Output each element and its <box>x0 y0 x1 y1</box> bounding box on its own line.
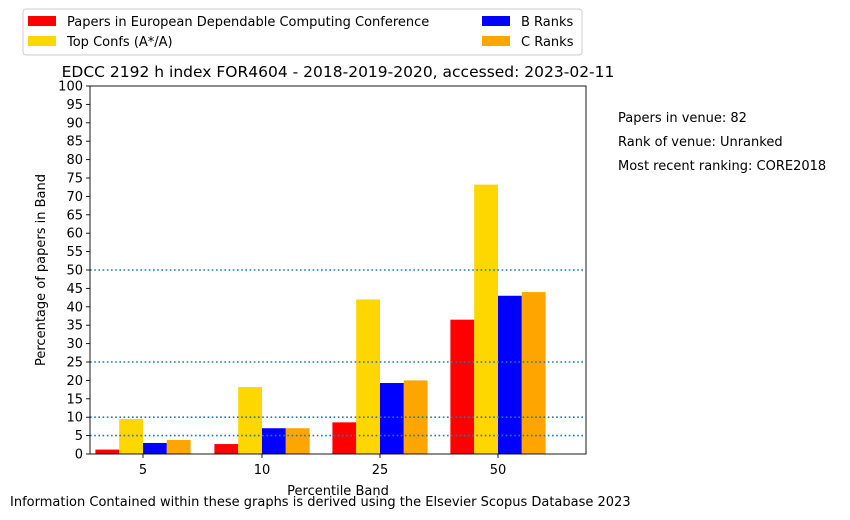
y-tick-label: 90 <box>66 116 83 131</box>
bar <box>356 299 380 454</box>
x-tick-label: 10 <box>254 463 271 478</box>
y-tick-label: 45 <box>66 282 83 297</box>
legend-box <box>22 8 583 56</box>
bar <box>332 422 357 454</box>
legend-swatch <box>482 36 510 46</box>
bar <box>95 449 120 454</box>
y-tick-label: 55 <box>66 245 83 260</box>
y-tick-label: 35 <box>66 319 83 334</box>
papers-in-venue-note: Papers in venue: 82 <box>618 111 747 126</box>
bar <box>498 295 522 454</box>
bar <box>166 440 191 454</box>
bar <box>403 380 428 454</box>
bar <box>214 444 239 454</box>
rank-of-venue-note: Rank of venue: Unranked <box>618 135 783 150</box>
legend-swatch <box>482 16 510 26</box>
legend-label: Top Confs (A*/A) <box>66 35 173 50</box>
bar <box>380 382 404 454</box>
legend-label: C Ranks <box>521 35 574 50</box>
y-tick-label: 5 <box>75 429 83 444</box>
bar <box>474 184 498 454</box>
y-axis-label: Percentage of papers in Band <box>34 174 49 366</box>
y-tick-label: 10 <box>66 411 83 426</box>
bar <box>450 319 475 454</box>
x-tick-label: 50 <box>490 463 507 478</box>
legend-label: Papers in European Dependable Computing … <box>67 15 429 30</box>
x-tick-label: 5 <box>139 463 147 478</box>
y-tick-label: 65 <box>66 208 83 223</box>
y-tick-label: 75 <box>66 172 83 187</box>
legend-swatch <box>28 16 56 26</box>
most-recent-ranking-note: Most recent ranking: CORE2018 <box>618 159 827 174</box>
legend: Papers in European Dependable Computing … <box>22 8 583 56</box>
y-tick-label: 100 <box>58 80 83 95</box>
bar <box>119 419 143 454</box>
bar <box>521 292 546 454</box>
y-tick-label: 95 <box>66 98 83 113</box>
legend-label: B Ranks <box>521 15 574 30</box>
y-tick-label: 0 <box>75 448 83 463</box>
y-tick-label: 50 <box>66 264 83 279</box>
data-source-footer: Information Contained within these graph… <box>10 495 631 510</box>
y-tick-label: 25 <box>66 356 83 371</box>
legend-swatch <box>28 36 56 46</box>
y-tick-label: 70 <box>66 190 83 205</box>
bar <box>143 442 167 454</box>
y-tick-label: 40 <box>66 300 83 315</box>
y-tick-label: 15 <box>66 392 83 407</box>
y-tick-label: 20 <box>66 374 83 389</box>
bar <box>238 387 262 454</box>
y-tick-label: 85 <box>66 135 83 150</box>
y-tick-label: 60 <box>66 227 83 242</box>
y-tick-label: 30 <box>66 337 83 352</box>
chart-title: EDCC 2192 h index FOR4604 - 2018-2019-20… <box>62 63 615 81</box>
x-axis-label: Percentile Band <box>287 484 389 499</box>
bar <box>262 428 286 454</box>
x-tick-label: 25 <box>372 463 389 478</box>
y-tick-label: 80 <box>66 153 83 168</box>
bar <box>285 428 310 454</box>
plot-area: 0 5 10 15 20 25 30 35 40 45 50 55 60 65 70 75 80 85 90 95 10… <box>58 80 587 478</box>
